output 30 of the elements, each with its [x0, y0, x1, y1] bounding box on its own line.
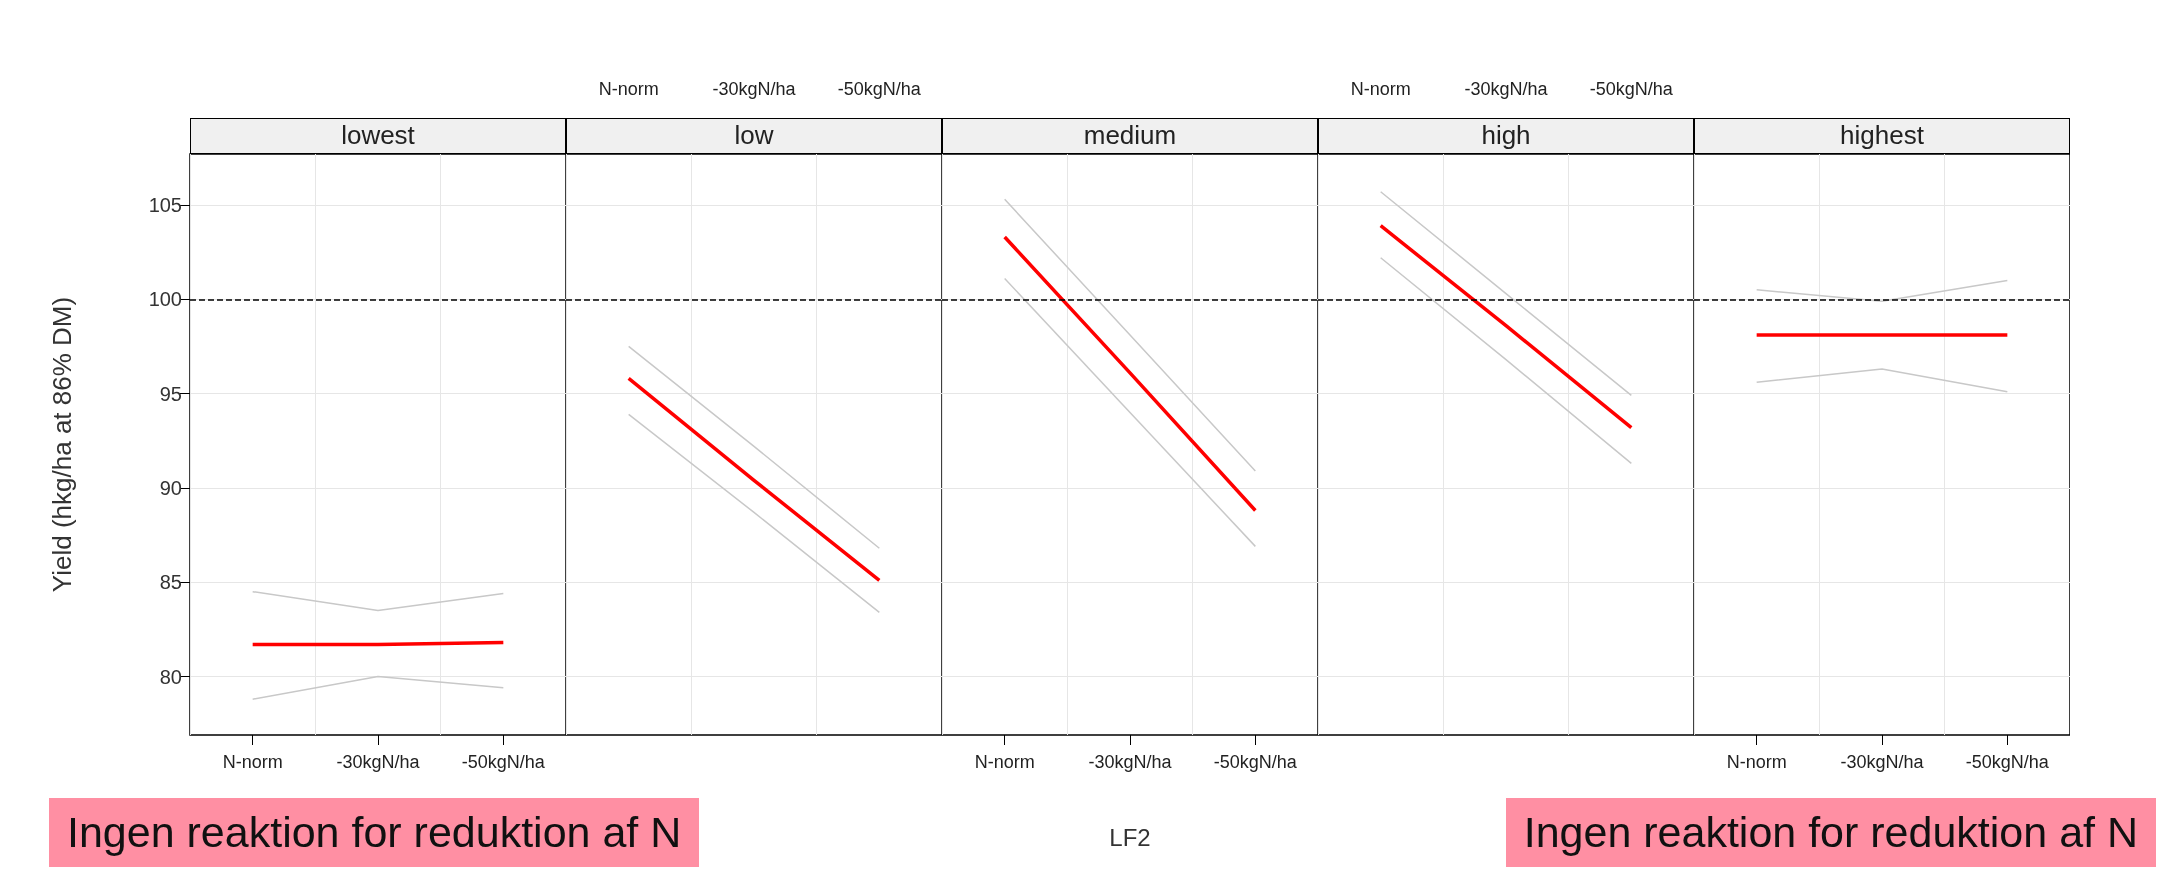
y-tick-label: 105	[148, 193, 182, 216]
x-tick-label: -50kgN/ha	[1965, 752, 2050, 772]
chart-title: lowest	[190, 118, 566, 154]
x-tick-label: -50kgN/ha	[837, 79, 922, 99]
y-axis-title: Yield (hkg/ha at 86% DM)	[47, 296, 77, 593]
chart-title: high	[1318, 118, 1694, 154]
x-tick-label: -30kgN/ha	[336, 752, 421, 772]
y-tick-label: 80	[159, 665, 182, 688]
chart-title: highest	[1694, 118, 2070, 154]
x-tick-label: -30kgN/ha	[1088, 752, 1173, 772]
y-tick-label: 90	[159, 476, 182, 499]
x-tick-label: -30kgN/ha	[712, 79, 797, 99]
x-tick-label: N-norm	[1350, 79, 1411, 99]
chart-title: low	[566, 118, 942, 154]
x-tick-label: -30kgN/ha	[1840, 752, 1925, 772]
x-tick-label: N-norm	[1726, 752, 1787, 772]
x-tick-label: -30kgN/ha	[1464, 79, 1549, 99]
x-tick-label: -50kgN/ha	[461, 752, 546, 772]
x-axis-title: LF2	[1109, 823, 1151, 851]
text: Ingen reaktion for reduktion af N	[49, 798, 700, 867]
y-tick-label: 100	[148, 288, 182, 311]
chart-title: medium	[942, 118, 1318, 154]
x-tick-label: -50kgN/ha	[1589, 79, 1674, 99]
y-tick-label: 85	[159, 571, 182, 594]
y-tick-label: 95	[159, 382, 182, 405]
x-tick-label: N-norm	[222, 752, 283, 772]
x-tick-label: N-norm	[974, 752, 1035, 772]
text: Ingen reaktion for reduktion af N	[1505, 798, 2156, 867]
x-tick-label: N-norm	[598, 79, 659, 99]
x-tick-label: -50kgN/ha	[1213, 752, 1298, 772]
